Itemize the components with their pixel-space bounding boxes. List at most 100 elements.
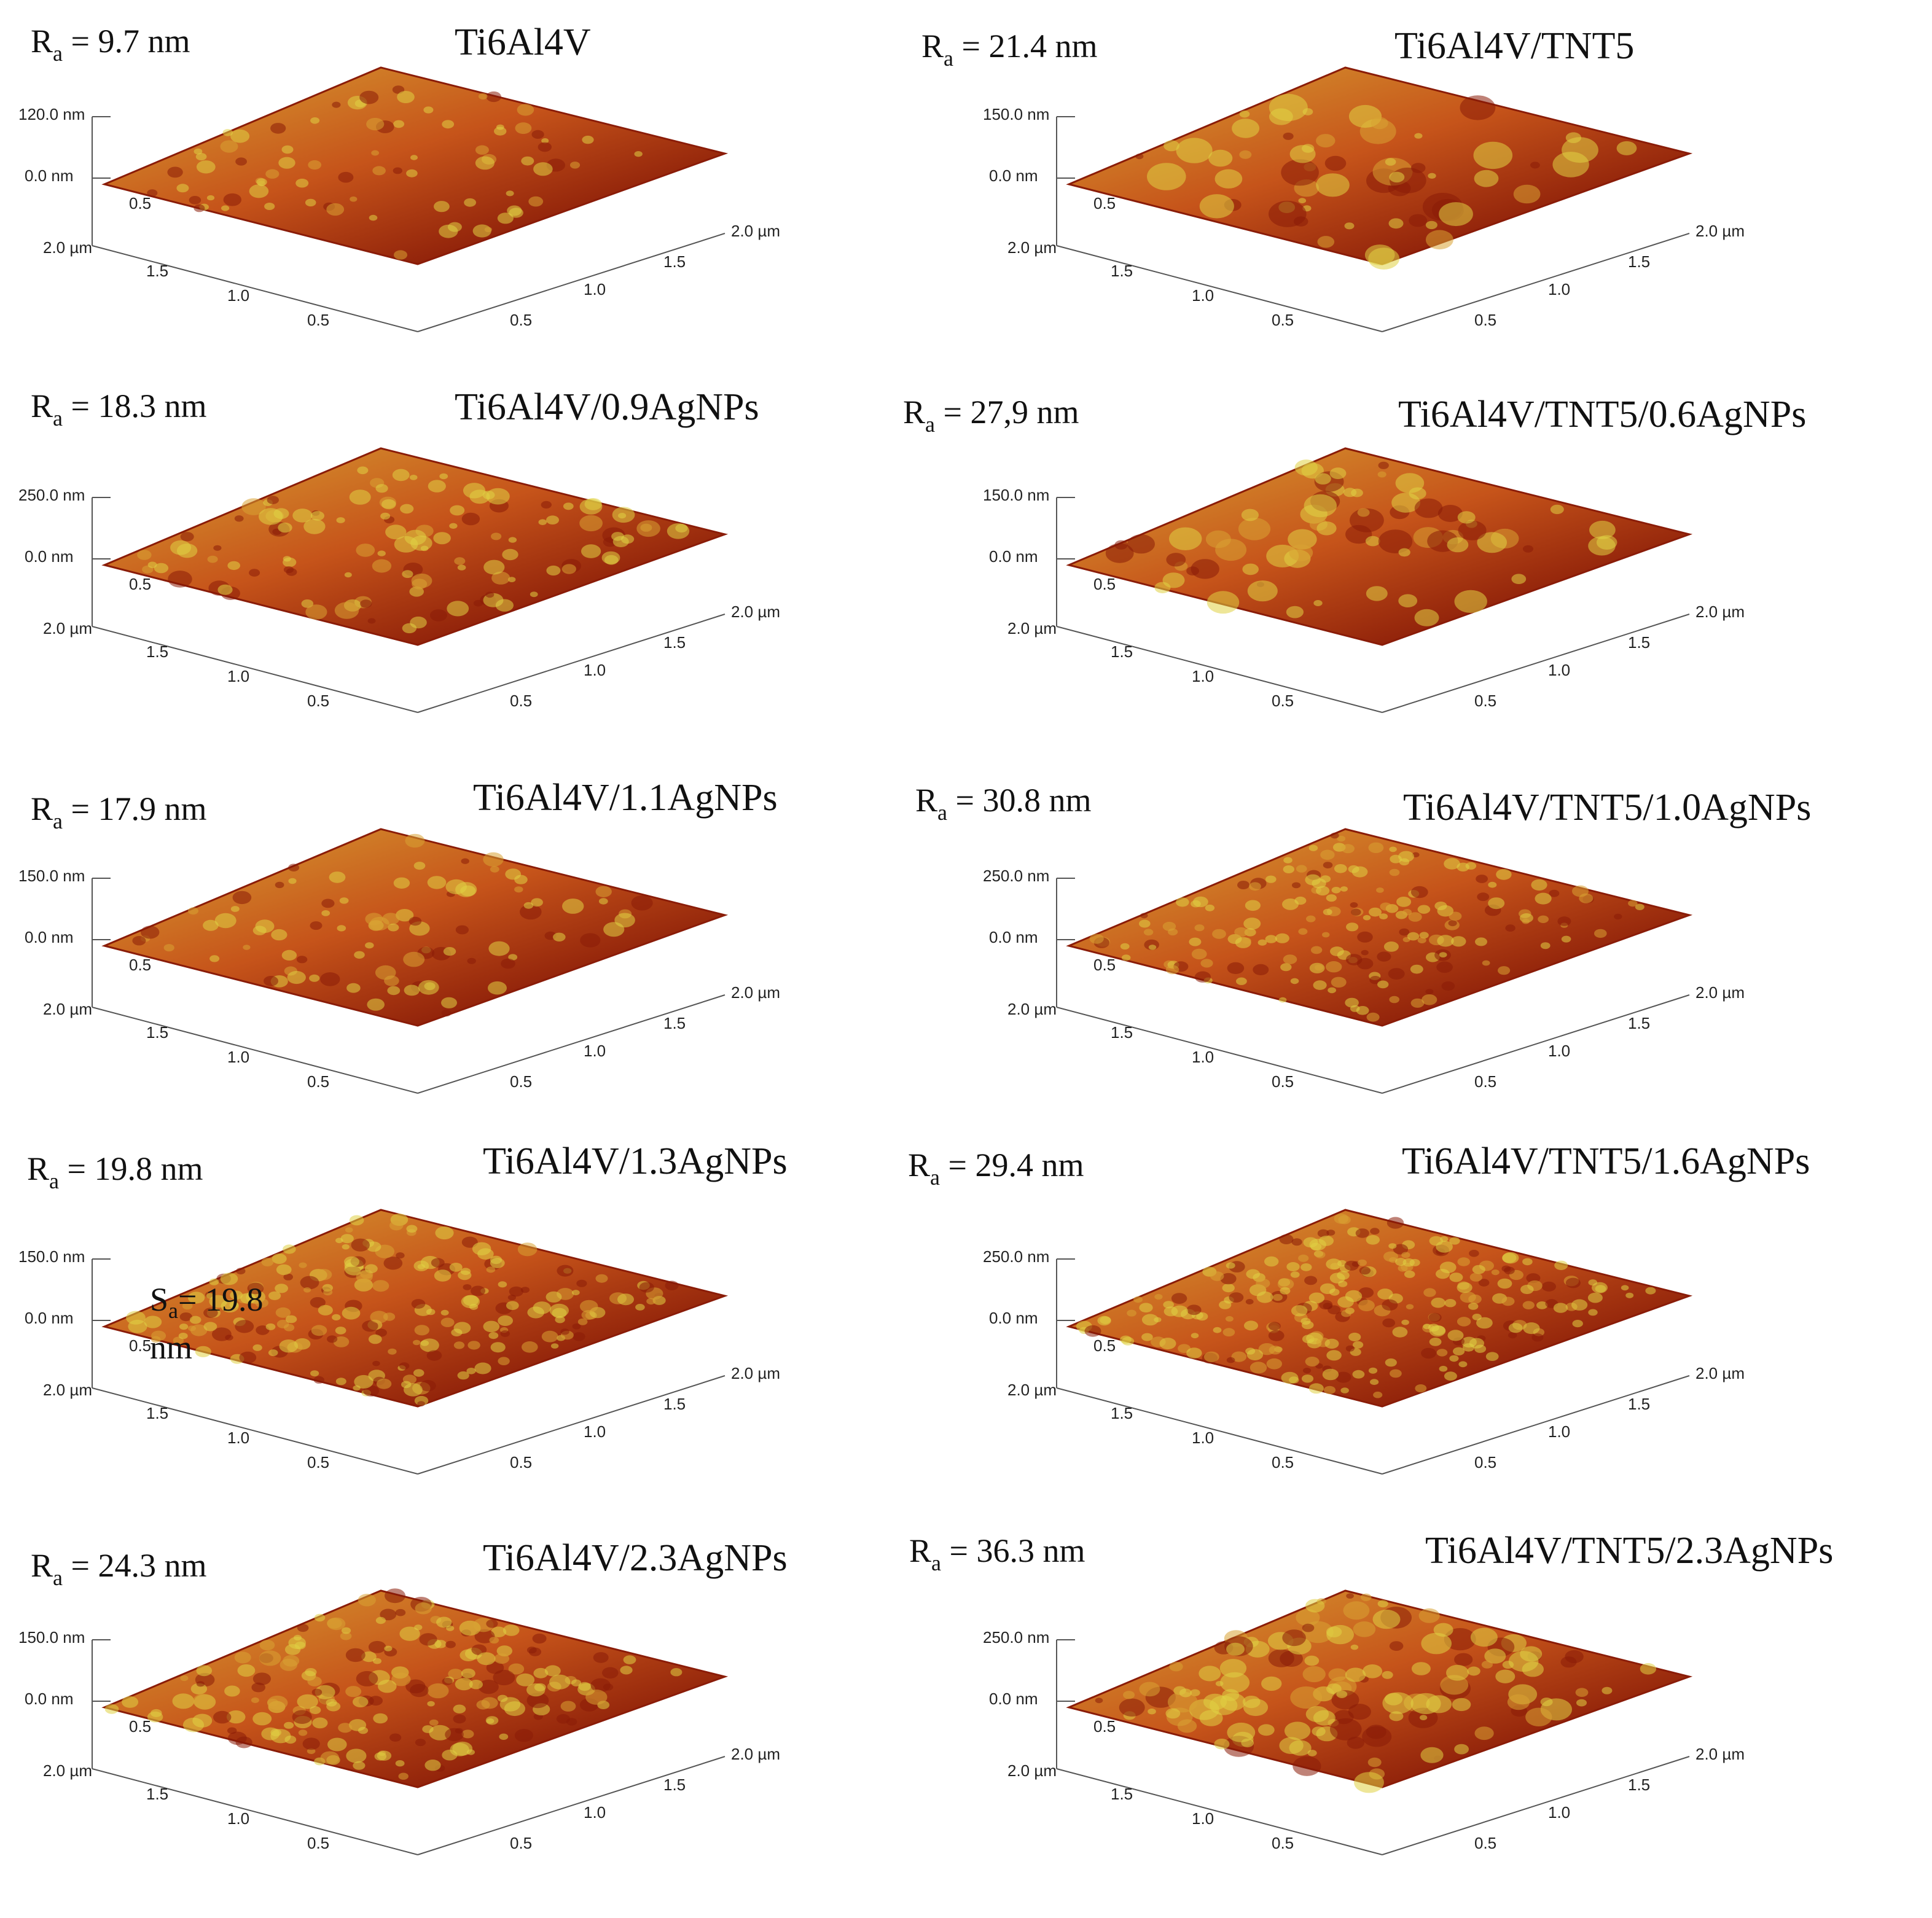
right-axis-2: 2.0 µm [731, 1745, 780, 1763]
right-axis-10: 1.0 [1548, 280, 1570, 298]
right-axis-10: 1.0 [584, 1803, 606, 1822]
z-top-label: 120.0 nm [18, 105, 85, 123]
axes: 250.0 nm 0.0 nm 2.0 µm 1.5 1.0 0.5 0.5 1.0 1.5 2.… [983, 1247, 1745, 1475]
left-axis-10: 1.0 [1192, 667, 1214, 685]
right-axis-15: 1.5 [663, 252, 686, 271]
surface [101, 1209, 729, 1408]
afm-3d-surface: 150.0 nm 0.0 nm 2.0 µm 1.5 1.0 0.5 0.5 1.0 1.5 2.… [18, 828, 780, 1094]
surface [101, 828, 729, 1027]
right-axis-2: 2.0 µm [731, 983, 780, 1002]
left-axis-15: 1.5 [146, 642, 168, 661]
axes: 150.0 nm 0.0 nm 2.0 µm 1.5 1.0 0.5 0.5 1.0 1.5 2.… [18, 1628, 780, 1855]
surface [1066, 1589, 1693, 1793]
ra-symbol: R [908, 1147, 931, 1183]
roughness-label: Ra = 21.4 nm [921, 27, 1097, 71]
ra-subscript: a [53, 1565, 63, 1590]
afm-panel: 150.0 nm 0.0 nm 2.0 µm 1.5 1.0 0.5 0.5 1.0 1.5 2.… [0, 762, 958, 1142]
right-axis-2: 2.0 µm [731, 602, 780, 621]
axes: 250.0 nm 0.0 nm 2.0 µm 1.5 1.0 0.5 0.5 1.0 1.5 2.… [983, 867, 1745, 1094]
z-zero-label: 0.0 nm [25, 1690, 74, 1708]
right-axis-05: 0.5 [510, 1072, 532, 1091]
surface [1066, 66, 1693, 270]
back-axis-05: 0.5 [1093, 1717, 1116, 1736]
back-axis-05: 0.5 [129, 575, 151, 593]
sa-unit: nm [150, 1328, 193, 1366]
ra-value: = 36.3 nm [949, 1532, 1085, 1569]
ra-subscript: a [931, 1551, 942, 1575]
sample-title: Ti6Al4V/1.1AgNPs [473, 777, 778, 819]
back-axis-05: 0.5 [1093, 194, 1116, 212]
sample-title: Ti6Al4V/2.3AgNPs [483, 1537, 788, 1579]
right-axis-15: 1.5 [1628, 1014, 1650, 1032]
back-axis-05: 0.5 [129, 956, 151, 974]
ra-value: = 19.8 nm [67, 1150, 203, 1187]
right-axis-10: 1.0 [584, 661, 606, 679]
ra-symbol: R [31, 23, 53, 60]
roughness-label: Ra = 24.3 nm [31, 1546, 206, 1591]
axes: 250.0 nm 0.0 nm 2.0 µm 1.5 1.0 0.5 0.5 1.0 1.5 2.… [18, 486, 780, 713]
afm-panel: 250.0 nm 0.0 nm 2.0 µm 1.5 1.0 0.5 0.5 1.0 1.5 2.… [909, 1523, 1923, 1904]
left-axis-2: 2.0 µm [1007, 1381, 1057, 1399]
right-axis-05: 0.5 [1474, 311, 1496, 329]
z-top-label: 150.0 nm [18, 1247, 85, 1266]
afm-panel: 250.0 nm 0.0 nm 2.0 µm 1.5 1.0 0.5 0.5 1.0 1.5 2.… [915, 762, 1923, 1142]
z-zero-label: 0.0 nm [25, 166, 74, 185]
sample-title: Ti6Al4V [455, 21, 591, 63]
roughness-label: Ra = 27,9 nm [903, 393, 1079, 437]
left-axis-05: 0.5 [307, 311, 329, 329]
right-axis-15: 1.5 [663, 1395, 686, 1413]
sa-subscript: a [168, 1298, 179, 1323]
left-axis-15: 1.5 [1111, 642, 1133, 661]
sample-title: Ti6Al4V/TNT5 [1394, 25, 1635, 67]
z-top-label: 250.0 nm [983, 1247, 1049, 1266]
ra-subscript: a [49, 1169, 60, 1193]
right-axis-2: 2.0 µm [1695, 1364, 1745, 1382]
right-axis-05: 0.5 [1474, 1072, 1496, 1091]
z-top-label: 250.0 nm [983, 867, 1049, 885]
axes: 150.0 nm 0.0 nm 2.0 µm 1.5 1.0 0.5 0.5 1.0 1.5 2.… [18, 1247, 780, 1475]
surface [101, 66, 729, 265]
right-axis-05: 0.5 [1474, 692, 1496, 710]
z-zero-label: 0.0 nm [989, 166, 1038, 185]
z-zero-label: 0.0 nm [989, 547, 1038, 566]
left-axis-10: 1.0 [1192, 286, 1214, 305]
back-axis-05: 0.5 [1093, 956, 1116, 974]
z-top-label: 150.0 nm [983, 105, 1049, 123]
right-axis-2: 2.0 µm [1695, 602, 1745, 621]
afm-3d-surface: 150.0 nm 0.0 nm 2.0 µm 1.5 1.0 0.5 0.5 1.0 1.5 2.… [983, 66, 1745, 332]
left-axis-10: 1.0 [227, 1809, 249, 1828]
left-axis-05: 0.5 [1272, 1072, 1294, 1091]
roughness-label: Ra = 18.3 nm [31, 387, 206, 431]
afm-3d-surface: 250.0 nm 0.0 nm 2.0 µm 1.5 1.0 0.5 0.5 1.0 1.5 2.… [983, 1589, 1745, 1855]
right-axis-2: 2.0 µm [1695, 222, 1745, 240]
surface [1066, 447, 1693, 646]
axes: 150.0 nm 0.0 nm 2.0 µm 1.5 1.0 0.5 0.5 1.0 1.5 2.… [983, 486, 1745, 713]
sample-title: Ti6Al4V/0.9AgNPs [455, 386, 759, 428]
afm-panel: 150.0 nm 0.0 nm 2.0 µm 1.5 1.0 0.5 0.5 1.0 1.5 2.… [0, 1140, 958, 1523]
ra-subscript: a [53, 41, 63, 66]
afm-3d-surface: 250.0 nm 0.0 nm 2.0 µm 1.5 1.0 0.5 0.5 1.0 1.5 2.… [983, 828, 1745, 1094]
left-axis-10: 1.0 [227, 1429, 249, 1447]
right-axis-05: 0.5 [510, 1834, 532, 1852]
roughness-label: Ra = 19.8 nm [27, 1150, 203, 1194]
surface [101, 447, 729, 646]
ra-symbol: R [903, 394, 926, 431]
sample-title: Ti6Al4V/TNT5/1.0AgNPs [1403, 787, 1812, 828]
left-axis-2: 2.0 µm [1007, 1761, 1057, 1780]
left-axis-2: 2.0 µm [1007, 1000, 1057, 1018]
right-axis-2: 2.0 µm [731, 222, 780, 240]
left-axis-2: 2.0 µm [43, 619, 92, 637]
right-axis-2: 2.0 µm [1695, 1745, 1745, 1763]
left-axis-10: 1.0 [227, 1048, 249, 1066]
right-axis-10: 1.0 [1548, 1042, 1570, 1060]
ra-value: = 29.4 nm [948, 1147, 1084, 1183]
sa-value: = 19.8 [178, 1281, 264, 1318]
afm-3d-surface: 250.0 nm 0.0 nm 2.0 µm 1.5 1.0 0.5 0.5 1.0 1.5 2.… [983, 1209, 1745, 1475]
left-axis-15: 1.5 [146, 1785, 168, 1803]
left-axis-15: 1.5 [1111, 1785, 1133, 1803]
left-axis-10: 1.0 [227, 286, 249, 305]
back-axis-05: 0.5 [129, 1717, 151, 1736]
z-zero-label: 0.0 nm [25, 547, 74, 566]
afm-3d-surface: 150.0 nm 0.0 nm 2.0 µm 1.5 1.0 0.5 0.5 1.0 1.5 2.… [18, 1209, 780, 1475]
left-axis-2: 2.0 µm [43, 238, 92, 257]
